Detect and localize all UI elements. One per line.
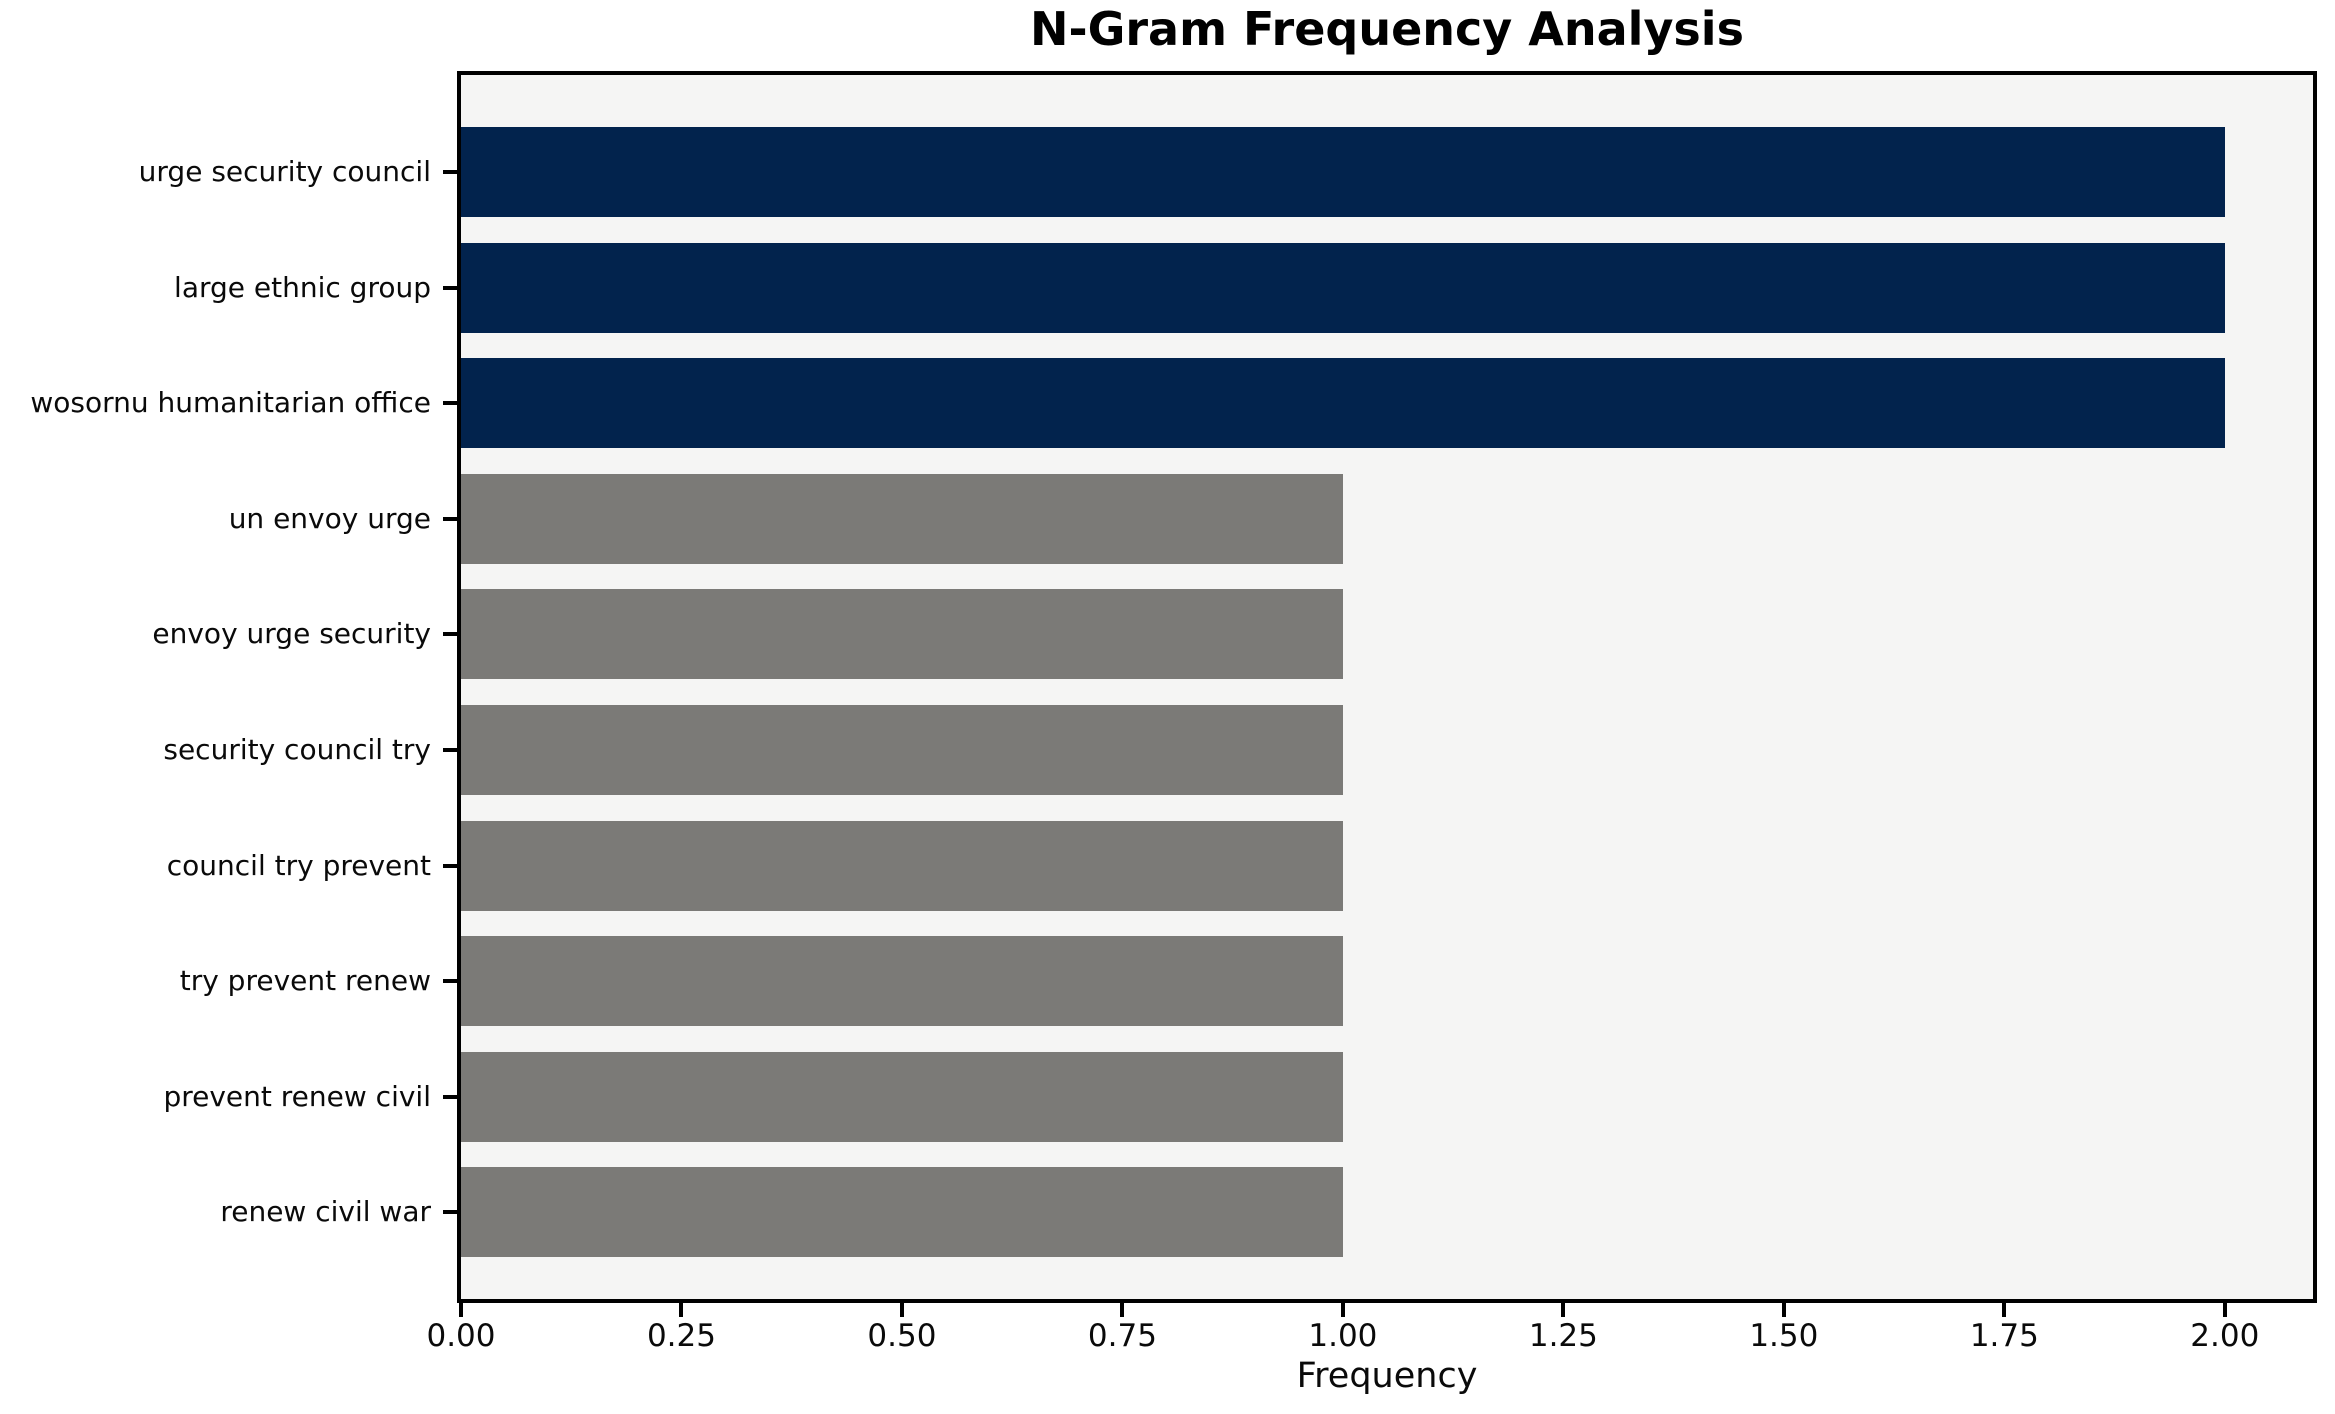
x-tick (459, 1303, 463, 1317)
x-tick-label: 1.25 (1528, 1318, 1598, 1354)
y-tick-label: prevent renew civil (163, 1079, 431, 1113)
chart-title: N-Gram Frequency Analysis (1030, 2, 1744, 56)
bar-envoy-urge-security (461, 589, 1343, 680)
x-tick-label: 1.75 (1969, 1318, 2039, 1354)
x-tick-label: 0.00 (426, 1318, 496, 1354)
bar-try-prevent-renew (461, 936, 1343, 1027)
y-tick (443, 1210, 457, 1215)
plot-area: urge security council large ethnic group w… (30, 71, 2317, 1352)
y-tick (443, 1094, 457, 1099)
bar-council-try-prevent (461, 820, 1343, 911)
x-tick (1340, 1303, 1345, 1317)
x-tick (2002, 1303, 2007, 1317)
y-tick (443, 170, 457, 174)
y-tick (443, 516, 457, 521)
y-tick (443, 285, 457, 290)
bar-un-envoy-urge (461, 473, 1343, 564)
y-tick-label: urge security council (138, 155, 431, 188)
x-tick (2222, 1303, 2227, 1317)
x-tick-label: 1.50 (1749, 1318, 1819, 1354)
y-tick-label: try prevent renew (179, 964, 431, 998)
x-tick (679, 1303, 684, 1317)
x-tick (1120, 1303, 1125, 1317)
bar-wosornu-humanitarian-office (461, 358, 2225, 449)
y-tick (443, 863, 457, 868)
x-tick-label: 1.00 (1308, 1318, 1378, 1354)
y-tick (443, 632, 457, 637)
bar-renew-civil-war (461, 1167, 1343, 1258)
x-tick (899, 1303, 904, 1317)
x-tick-label: 2.00 (2190, 1318, 2260, 1354)
y-tick-label: renew civil war (220, 1195, 431, 1229)
y-tick-label: wosornu humanitarian office (30, 386, 431, 420)
x-tick-label: 0.25 (646, 1318, 716, 1354)
bar-large-ethnic-group (461, 242, 2225, 333)
bar-prevent-renew-civil (461, 1051, 1343, 1142)
y-tick-label: security council try (163, 733, 431, 766)
x-axis-label: Frequency (1296, 1356, 1478, 1396)
y-tick-label: large ethnic group (174, 270, 431, 304)
x-tick (1561, 1303, 1566, 1317)
x-tick-label: 0.75 (1087, 1318, 1157, 1354)
y-tick-label: council try prevent (166, 848, 431, 882)
y-tick (443, 748, 457, 752)
y-tick-label: envoy urge security (152, 617, 431, 651)
bar-urge-security-council (461, 127, 2225, 217)
x-tick-label: 0.50 (867, 1318, 937, 1354)
y-tick-label: un envoy urge (228, 501, 431, 535)
y-tick (443, 401, 457, 406)
y-tick (443, 979, 457, 984)
x-tick (1781, 1303, 1786, 1317)
bar-security-council-try (461, 705, 1343, 795)
